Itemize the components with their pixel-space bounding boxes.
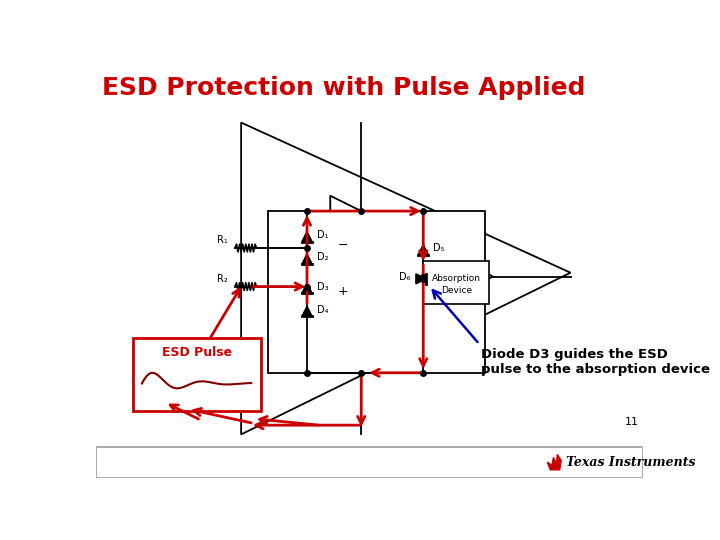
Polygon shape xyxy=(547,455,561,470)
Polygon shape xyxy=(302,232,312,241)
Bar xyxy=(423,261,489,303)
Bar xyxy=(96,448,642,477)
Polygon shape xyxy=(302,306,312,316)
Text: D₄: D₄ xyxy=(317,305,328,315)
Polygon shape xyxy=(416,274,426,284)
Text: R₂: R₂ xyxy=(217,274,228,284)
Text: D₂: D₂ xyxy=(317,252,328,262)
Text: ESD Pulse: ESD Pulse xyxy=(161,346,232,359)
Text: R₁: R₁ xyxy=(217,235,228,245)
Polygon shape xyxy=(302,283,312,293)
Text: D₁: D₁ xyxy=(317,230,328,240)
Text: D₃: D₃ xyxy=(317,281,329,292)
Bar xyxy=(132,338,261,411)
Polygon shape xyxy=(302,254,312,264)
Text: Diode D3 guides the ESD
pulse to the absorption device: Diode D3 guides the ESD pulse to the abs… xyxy=(482,348,711,376)
Text: Texas Instruments: Texas Instruments xyxy=(566,456,696,469)
Polygon shape xyxy=(418,245,428,254)
Text: Absorption: Absorption xyxy=(432,274,481,282)
Text: ESD Protection with Pulse Applied: ESD Protection with Pulse Applied xyxy=(102,76,585,100)
Text: +: + xyxy=(338,285,348,298)
Text: 11: 11 xyxy=(625,417,639,427)
Text: D₆: D₆ xyxy=(399,272,410,282)
Text: D₅: D₅ xyxy=(433,243,445,253)
Text: −: − xyxy=(338,239,348,252)
Bar xyxy=(269,211,485,373)
Text: Device: Device xyxy=(441,286,472,295)
